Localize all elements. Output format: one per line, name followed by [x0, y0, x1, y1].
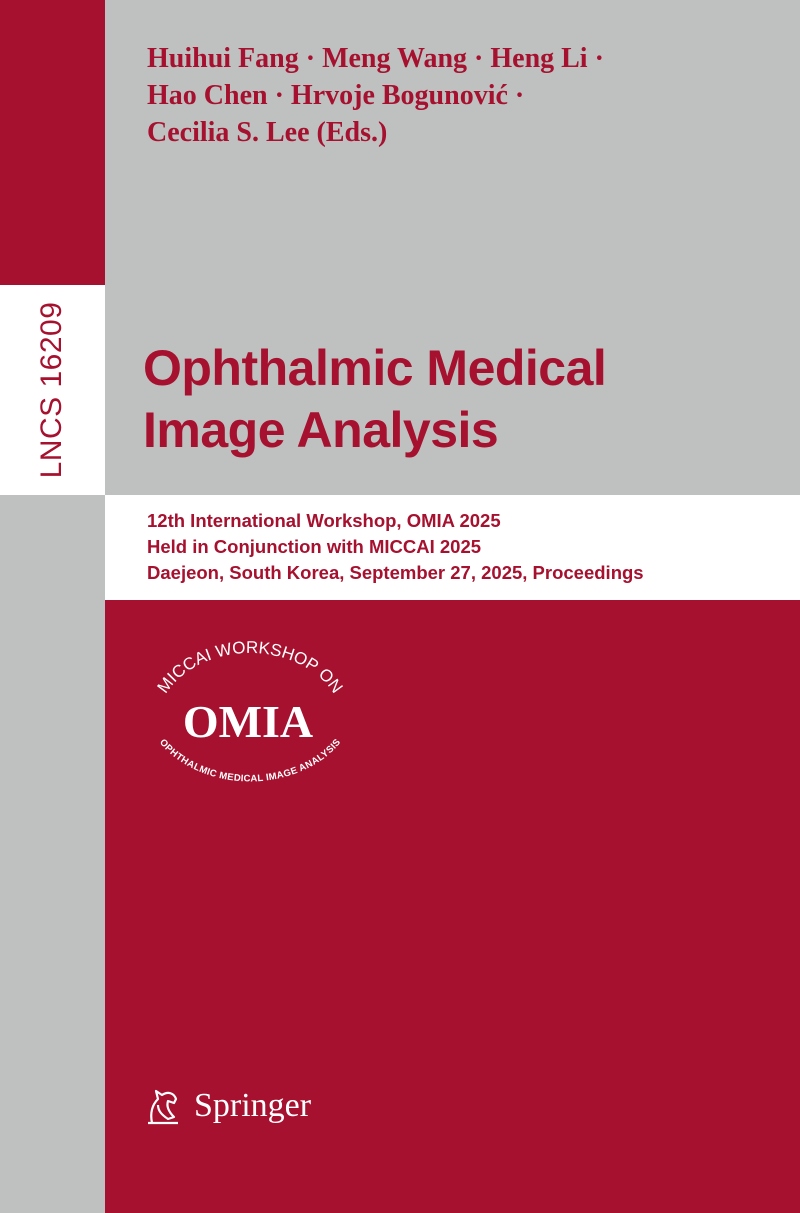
series-label: LNCS 16209 — [35, 301, 68, 479]
book-title: Ophthalmic Medical Image Analysis — [143, 337, 607, 461]
logo-center: OMIA — [183, 696, 313, 747]
subtitle-line: Daejeon, South Korea, September 27, 2025… — [147, 562, 644, 583]
subtitle-band — [105, 495, 800, 600]
spine-white-block — [0, 285, 105, 495]
editors-line: Huihui Fang · Meng Wang · Heng Li · — [147, 43, 604, 74]
publisher-logo: Springer — [140, 1083, 311, 1129]
omia-logo: MICCAI WORKSHOP ON OPHTHALMIC MEDICAL IM… — [154, 638, 347, 785]
publisher-name: Springer — [194, 1087, 312, 1124]
spine-gray-block — [0, 495, 105, 1213]
title-line: Ophthalmic Medical — [143, 340, 607, 396]
editors-line: Hao Chen · Hrvoje Bogunović · — [147, 80, 525, 111]
subtitle-line: Held in Conjunction with MICCAI 2025 — [147, 536, 482, 557]
spine-red-block — [0, 0, 105, 285]
subtitle: 12th International Workshop, OMIA 2025 H… — [147, 508, 644, 586]
title-line: Image Analysis — [143, 402, 499, 458]
header-panel — [105, 0, 800, 495]
springer-horse-icon — [148, 1089, 178, 1125]
logo-top-arc: MICCAI WORKSHOP ON — [154, 638, 347, 697]
editors-line: Cecilia S. Lee (Eds.) — [147, 117, 388, 148]
subtitle-line: 12th International Workshop, OMIA 2025 — [147, 510, 501, 531]
editors: Huihui Fang · Meng Wang · Heng Li · Hao … — [147, 40, 604, 151]
